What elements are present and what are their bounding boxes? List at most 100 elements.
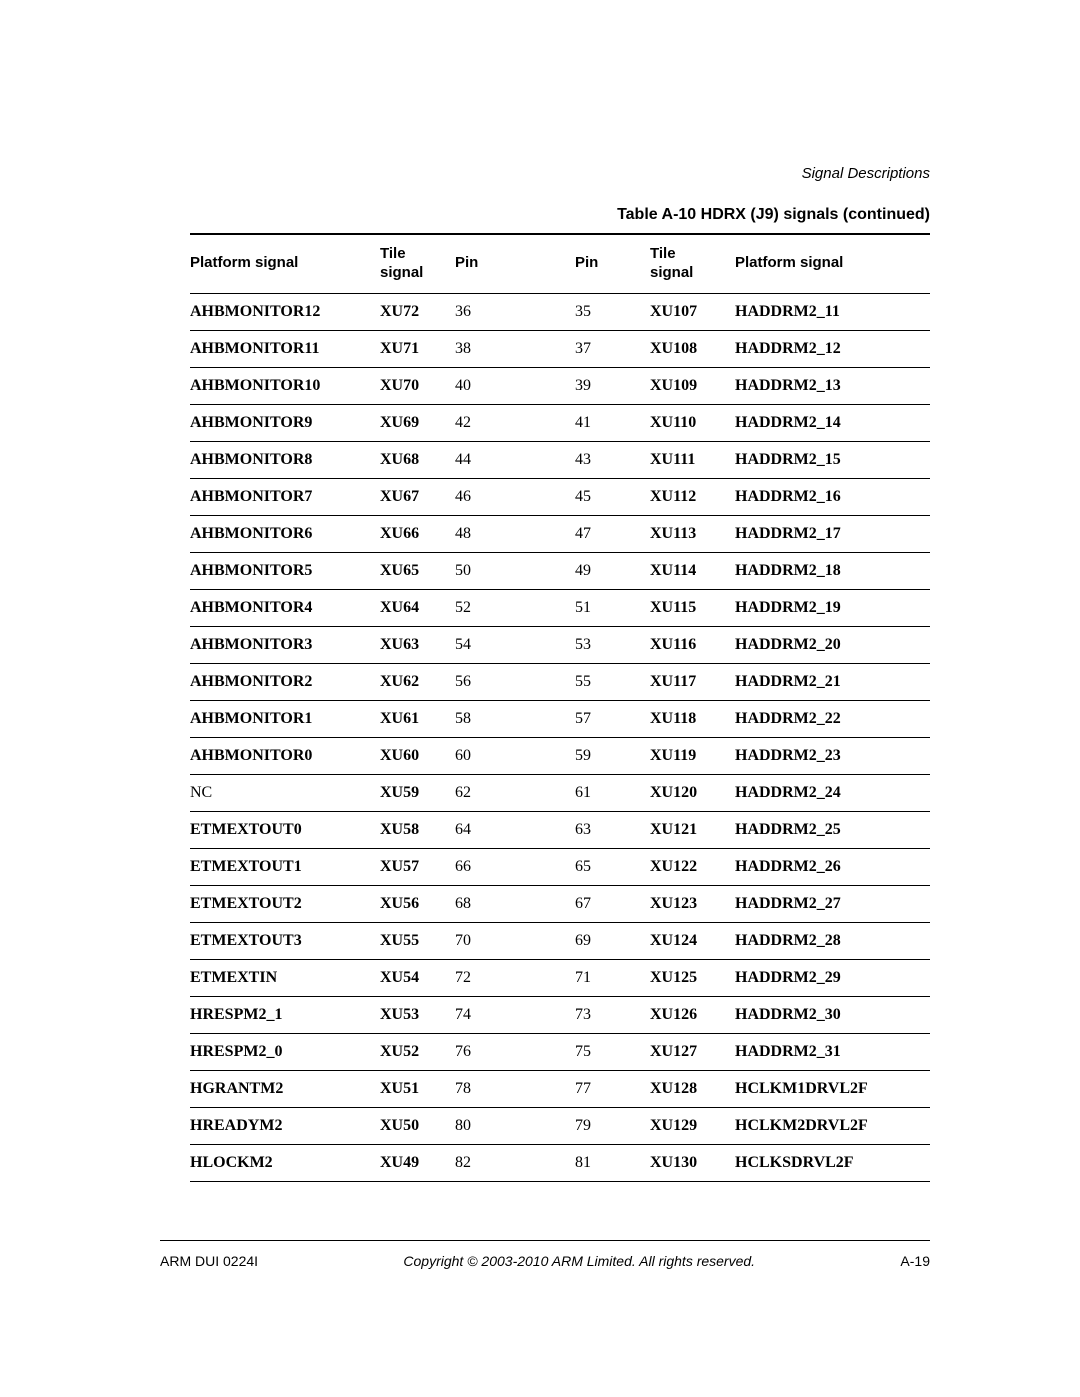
cell-pin-b: 53	[575, 626, 650, 663]
cell-tile-signal: XU67	[380, 478, 455, 515]
cell-platform-signal: HGRANTM2	[190, 1070, 380, 1107]
cell-platform-signal: AHBMONITOR2	[190, 663, 380, 700]
cell-tile-signal-2: XU108	[650, 330, 735, 367]
cell-platform-signal: AHBMONITOR3	[190, 626, 380, 663]
cell-pin-b: 63	[575, 811, 650, 848]
cell-platform-signal-2: HCLKM1DRVL2F	[735, 1070, 930, 1107]
cell-platform-signal: AHBMONITOR10	[190, 367, 380, 404]
cell-pin-b: 81	[575, 1144, 650, 1181]
table-row: HGRANTM2XU517877XU128HCLKM1DRVL2F	[190, 1070, 930, 1107]
cell-pin-b: 61	[575, 774, 650, 811]
cell-platform-signal: AHBMONITOR8	[190, 441, 380, 478]
cell-pin-b: 77	[575, 1070, 650, 1107]
cell-platform-signal-2: HADDRM2_17	[735, 515, 930, 552]
cell-tile-signal-2: XU114	[650, 552, 735, 589]
cell-platform-signal-2: HADDRM2_25	[735, 811, 930, 848]
cell-tile-signal-2: XU126	[650, 996, 735, 1033]
cell-pin-b: 35	[575, 293, 650, 330]
cell-platform-signal-2: HADDRM2_13	[735, 367, 930, 404]
table-row: AHBMONITOR3XU635453XU116HADDRM2_20	[190, 626, 930, 663]
cell-pin-a: 44	[455, 441, 575, 478]
page: Signal Descriptions Table A-10 HDRX (J9)…	[0, 0, 1080, 1397]
table-row: ETMEXTOUT2XU566867XU123HADDRM2_27	[190, 885, 930, 922]
cell-pin-b: 45	[575, 478, 650, 515]
col-pin-b: Pin	[575, 234, 650, 293]
cell-platform-signal-2: HADDRM2_12	[735, 330, 930, 367]
table-row: AHBMONITOR1XU615857XU118HADDRM2_22	[190, 700, 930, 737]
cell-platform-signal-2: HADDRM2_30	[735, 996, 930, 1033]
table-caption: Table A-10 HDRX (J9) signals (continued)	[617, 206, 930, 224]
cell-tile-signal: XU55	[380, 922, 455, 959]
cell-tile-signal-2: XU107	[650, 293, 735, 330]
cell-tile-signal: XU52	[380, 1033, 455, 1070]
cell-tile-signal: XU65	[380, 552, 455, 589]
cell-tile-signal-2: XU124	[650, 922, 735, 959]
cell-tile-signal-2: XU118	[650, 700, 735, 737]
cell-platform-signal-2: HADDRM2_21	[735, 663, 930, 700]
cell-pin-b: 39	[575, 367, 650, 404]
cell-platform-signal-2: HADDRM2_22	[735, 700, 930, 737]
table-row: AHBMONITOR0XU606059XU119HADDRM2_23	[190, 737, 930, 774]
cell-platform-signal: HRESPM2_0	[190, 1033, 380, 1070]
col-tile-signal: Tilesignal	[380, 234, 455, 293]
cell-platform-signal: HLOCKM2	[190, 1144, 380, 1181]
col-pin-a: Pin	[455, 234, 575, 293]
cell-pin-a: 68	[455, 885, 575, 922]
cell-pin-b: 73	[575, 996, 650, 1033]
cell-pin-a: 72	[455, 959, 575, 996]
cell-tile-signal-2: XU125	[650, 959, 735, 996]
cell-tile-signal-2: XU120	[650, 774, 735, 811]
cell-platform-signal: HREADYM2	[190, 1107, 380, 1144]
cell-platform-signal: ETMEXTIN	[190, 959, 380, 996]
footer-doc-id: ARM DUI 0224I	[160, 1253, 258, 1269]
cell-tile-signal: XU59	[380, 774, 455, 811]
cell-pin-b: 47	[575, 515, 650, 552]
cell-pin-b: 67	[575, 885, 650, 922]
cell-platform-signal: AHBMONITOR0	[190, 737, 380, 774]
cell-pin-b: 43	[575, 441, 650, 478]
cell-pin-b: 41	[575, 404, 650, 441]
table-row: AHBMONITOR5XU655049XU114HADDRM2_18	[190, 552, 930, 589]
table-row: AHBMONITOR4XU645251XU115HADDRM2_19	[190, 589, 930, 626]
cell-platform-signal-2: HCLKM2DRVL2F	[735, 1107, 930, 1144]
col-platform-signal-2: Platform signal	[735, 234, 930, 293]
table-row: AHBMONITOR9XU694241XU110HADDRM2_14	[190, 404, 930, 441]
cell-platform-signal: NC	[190, 774, 380, 811]
cell-pin-b: 51	[575, 589, 650, 626]
cell-platform-signal: AHBMONITOR9	[190, 404, 380, 441]
table-row: ETMEXTOUT3XU557069XU124HADDRM2_28	[190, 922, 930, 959]
cell-pin-a: 52	[455, 589, 575, 626]
cell-tile-signal-2: XU122	[650, 848, 735, 885]
cell-platform-signal-2: HADDRM2_20	[735, 626, 930, 663]
cell-platform-signal: AHBMONITOR7	[190, 478, 380, 515]
cell-pin-b: 71	[575, 959, 650, 996]
cell-platform-signal-2: HADDRM2_29	[735, 959, 930, 996]
table-row: ETMEXTOUT0XU586463XU121HADDRM2_25	[190, 811, 930, 848]
cell-pin-a: 82	[455, 1144, 575, 1181]
cell-pin-a: 66	[455, 848, 575, 885]
cell-pin-b: 59	[575, 737, 650, 774]
cell-tile-signal-2: XU111	[650, 441, 735, 478]
cell-tile-signal-2: XU116	[650, 626, 735, 663]
cell-platform-signal: ETMEXTOUT1	[190, 848, 380, 885]
cell-pin-a: 38	[455, 330, 575, 367]
cell-platform-signal-2: HADDRM2_18	[735, 552, 930, 589]
signals-table: Platform signal Tilesignal Pin Pin Tiles…	[190, 233, 930, 1182]
cell-pin-a: 36	[455, 293, 575, 330]
cell-pin-a: 62	[455, 774, 575, 811]
cell-tile-signal: XU50	[380, 1107, 455, 1144]
col-tile-signal-2: Tilesignal	[650, 234, 735, 293]
footer-page-number: A-19	[900, 1253, 930, 1269]
cell-pin-a: 50	[455, 552, 575, 589]
cell-pin-b: 55	[575, 663, 650, 700]
table-row: NCXU596261XU120HADDRM2_24	[190, 774, 930, 811]
cell-pin-a: 58	[455, 700, 575, 737]
cell-platform-signal: HRESPM2_1	[190, 996, 380, 1033]
cell-tile-signal: XU54	[380, 959, 455, 996]
cell-pin-a: 56	[455, 663, 575, 700]
table-row: AHBMONITOR7XU674645XU112HADDRM2_16	[190, 478, 930, 515]
cell-tile-signal: XU68	[380, 441, 455, 478]
cell-platform-signal-2: HCLKSDRVL2F	[735, 1144, 930, 1181]
cell-tile-signal: XU60	[380, 737, 455, 774]
cell-tile-signal: XU56	[380, 885, 455, 922]
